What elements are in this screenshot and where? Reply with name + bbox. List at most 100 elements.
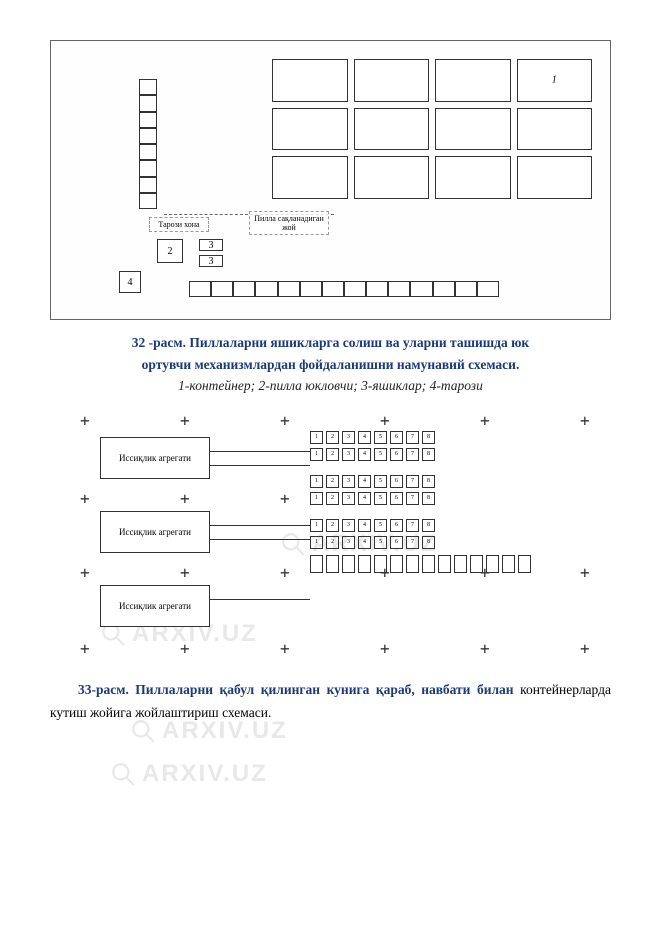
grid-label-1: 1 [552, 75, 557, 86]
container-cell: 6 [390, 431, 403, 444]
connector-line [210, 599, 310, 600]
left-stack [139, 79, 157, 209]
cross-marker: + [580, 639, 590, 658]
container-cell: 6 [390, 519, 403, 532]
container-cell: 2 [326, 519, 339, 532]
container-empty-cell [374, 555, 387, 573]
container-row: 12345678 [310, 475, 580, 488]
container-cell: 8 [422, 492, 435, 505]
aggregate-box-2: Иссиқлик агрегати [100, 511, 210, 553]
container-cell: 8 [422, 475, 435, 488]
container-empty-cell [518, 555, 531, 573]
figure-33-diagram: +++++++++++++++++++++ Иссиқлик агрегати … [50, 411, 611, 661]
container-row: 12345678 [310, 448, 580, 461]
connector-line [210, 451, 310, 452]
watermark-text: ARXIV.UZ [142, 760, 268, 788]
container-cell: 1 [310, 475, 323, 488]
container-cell: 4 [358, 492, 371, 505]
figure-32-diagram: 1 Тарози хона Пилла сақланадиган жой 2 3… [50, 40, 611, 320]
container-cell: 2 [326, 475, 339, 488]
cross-marker: + [280, 639, 290, 658]
container-cell: 8 [422, 536, 435, 549]
container-empty-cell [454, 555, 467, 573]
container-cell: 4 [358, 519, 371, 532]
container-cell: 2 [326, 448, 339, 461]
cross-marker: + [180, 411, 190, 430]
container-array: 1234567812345678123456781234567812345678… [310, 431, 580, 573]
bottom-row [189, 281, 499, 297]
container-cell: 7 [406, 475, 419, 488]
caption-32-sub: 1-контейнер; 2-пилла юкловчи; 3-яшиклар;… [50, 375, 611, 397]
cross-marker: + [280, 411, 290, 430]
container-cell: 1 [310, 519, 323, 532]
container-cell: 5 [374, 448, 387, 461]
label-pilla-joy: Пилла сақланадиган жой [249, 211, 329, 235]
container-empty-cell [502, 555, 515, 573]
container-grid: 1 [272, 59, 592, 199]
container-cell: 3 [342, 448, 355, 461]
container-empty-cell [422, 555, 435, 573]
container-cell: 3 [342, 519, 355, 532]
cross-marker: + [180, 639, 190, 658]
caption-32-line2: ортувчи механизмлардан фойдаланишни наму… [50, 354, 611, 376]
container-empty-cell [310, 555, 323, 573]
box-3a: 3 [199, 239, 223, 251]
container-cell: 5 [374, 519, 387, 532]
container-cell: 4 [358, 475, 371, 488]
cross-marker: + [80, 639, 90, 658]
connector-line [210, 525, 310, 526]
cross-marker: + [580, 411, 590, 430]
container-empty-cell [406, 555, 419, 573]
container-cell: 3 [342, 536, 355, 549]
aggregate-box-3: Иссиқлик агрегати [100, 585, 210, 627]
caption-32-line1: 32 -расм. Пиллаларни яшикларга солиш ва … [50, 332, 611, 354]
box-2: 2 [157, 239, 183, 263]
container-cell: 5 [374, 492, 387, 505]
container-cell: 5 [374, 536, 387, 549]
container-cell: 1 [310, 492, 323, 505]
figure-32-caption: 32 -расм. Пиллаларни яшикларга солиш ва … [50, 332, 611, 397]
container-empty-cell [486, 555, 499, 573]
cross-marker: + [380, 639, 390, 658]
figure-33-caption-paragraph: 33-расм. Пиллаларни қабул қилинган куниг… [50, 679, 611, 725]
container-cell: 7 [406, 492, 419, 505]
container-cell: 8 [422, 519, 435, 532]
cross-marker: + [280, 489, 290, 508]
cross-marker: + [180, 489, 190, 508]
aggregate-box-1: Иссиқлик агрегати [100, 437, 210, 479]
connector-line [210, 539, 310, 540]
container-cell: 2 [326, 492, 339, 505]
cross-marker: + [80, 489, 90, 508]
container-row: 12345678 [310, 492, 580, 505]
container-cell: 1 [310, 431, 323, 444]
cross-marker: + [80, 563, 90, 582]
container-cell: 6 [390, 492, 403, 505]
container-cell: 6 [390, 475, 403, 488]
cross-marker: + [180, 563, 190, 582]
container-cell: 2 [326, 536, 339, 549]
container-cell: 4 [358, 536, 371, 549]
box-4: 4 [119, 271, 141, 293]
connector-line [210, 465, 310, 466]
cross-marker: + [480, 639, 490, 658]
container-empty-cell [470, 555, 483, 573]
container-row: 12345678 [310, 519, 580, 532]
cross-marker: + [80, 411, 90, 430]
container-cell: 5 [374, 431, 387, 444]
container-cell: 7 [406, 431, 419, 444]
container-empty-row [310, 555, 580, 573]
cross-marker: + [380, 411, 390, 430]
container-empty-cell [438, 555, 451, 573]
caption-33-lead: 33-расм. Пиллаларни қабул қилинган куниг… [78, 682, 514, 697]
container-cell: 3 [342, 431, 355, 444]
container-cell: 1 [310, 448, 323, 461]
container-cell: 4 [358, 448, 371, 461]
container-cell: 5 [374, 475, 387, 488]
container-cell: 7 [406, 448, 419, 461]
container-empty-cell [358, 555, 371, 573]
cross-marker: + [280, 563, 290, 582]
container-cell: 2 [326, 431, 339, 444]
container-cell: 6 [390, 536, 403, 549]
container-cell: 4 [358, 431, 371, 444]
cross-marker: + [480, 411, 490, 430]
